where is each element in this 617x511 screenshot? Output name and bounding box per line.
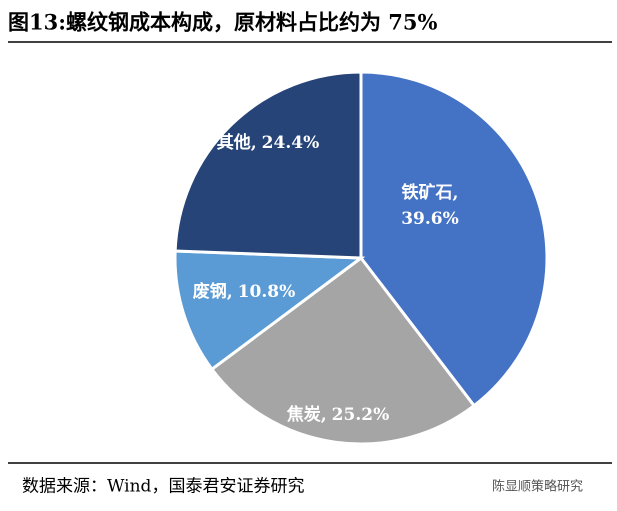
category-label: 铁矿石,	[402, 182, 459, 203]
chart-title: 图13:螺纹钢成本构成，原材料占比约为 75%	[8, 10, 438, 35]
watermark: 陈显顺策略研究	[492, 479, 583, 495]
data-label: 铁矿石, 39.6%	[401, 182, 459, 229]
category-label: 其他,	[217, 132, 257, 153]
category-label: 焦炭,	[286, 404, 327, 425]
value-label: 25.2%	[332, 405, 390, 425]
source-note: 数据来源：Wind，国泰君安证券研究	[22, 477, 304, 497]
data-label: 废钢, 10.8%	[193, 281, 295, 302]
pie-slice	[173, 249, 366, 372]
pie-slice	[209, 255, 477, 446]
value-label: 24.4%	[262, 133, 320, 153]
value-label: 39.6%	[401, 209, 459, 229]
data-label: 焦炭, 25.2%	[286, 404, 389, 425]
pie-slice	[359, 70, 549, 408]
value-label: 10.8%	[238, 282, 296, 302]
category-label: 废钢,	[193, 281, 233, 302]
data-label: 其他, 24.4%	[217, 132, 319, 153]
pie-slice	[173, 70, 363, 260]
